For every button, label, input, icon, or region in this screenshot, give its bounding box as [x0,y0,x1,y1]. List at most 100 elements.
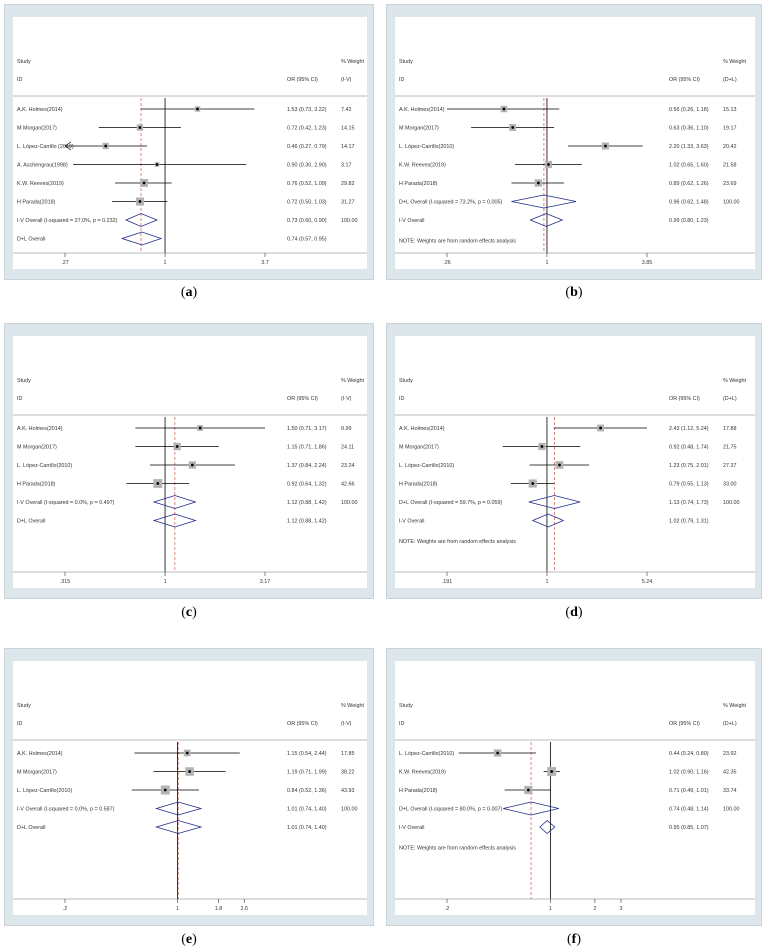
summary-or-ci: 0.95 (0.85, 1.07) [669,825,709,831]
x-tick-label: 3 [619,906,622,912]
study-or-ci: 0.84 (0.52, 1.36) [287,788,327,794]
study-name: A.K. Holmes(2014) [399,426,445,432]
summary-name: D+L Overall (I-squared = 59.7%, p = 0.05… [399,500,503,506]
summary-weight: 100.00 [341,500,358,506]
header-weight-type: (D+L) [723,77,737,83]
header-id: ID [399,396,404,402]
study-or-ci: 0.63 (0.36, 1.10) [669,126,709,132]
plot-area [13,17,367,269]
study-weight: 7.42 [341,107,352,113]
point-estimate [142,181,146,185]
study-weight: 43.93 [341,788,355,794]
x-tick-label: .2 [63,906,68,912]
forest-plot-svg: Study ID OR (95% CI) % Weight (I-V) A.K. Holm… [13,336,367,588]
study-or-ci: 1.23 (0.75, 2.01) [669,463,709,469]
study-or-ci: 2.20 (1.33, 3.63) [669,144,709,150]
point-estimate [175,445,179,448]
study-weight: 42.66 [341,482,355,488]
study-weight: 21.75 [723,445,737,451]
study-or-ci: 2.43 (1.12, 5.24) [669,426,709,432]
summary-diamond [155,820,203,834]
x-tick-label: 1 [545,260,548,266]
x-tick-label: 3.85 [642,260,653,266]
summary-or-ci: 0.74 (0.48, 1.14) [669,807,709,813]
header-id: ID [17,396,22,402]
point-estimate [138,200,142,203]
study-or-ci: 1.15 (0.54, 2.44) [287,751,327,757]
study-or-ci: 0.92 (0.64, 1.32) [287,482,327,488]
footnote: NOTE: Weights are from random effects an… [399,846,516,852]
study-weight: 23.92 [723,751,737,757]
study-or-ci: 1.15 (0.71, 1.86) [287,445,327,451]
summary-weight: 100.00 [723,200,740,206]
summary-name: D+L Overall (I-squared = 80.0%, p = 0.00… [399,807,503,813]
forest-plot-svg: Study ID OR (95% CI) % Weight (D+L) A.K. Holm… [395,17,755,269]
header-study: Study [399,378,413,384]
summary-or-ci: 1.01 (0.74, 1.40) [287,807,327,813]
summary-or-ci: 0.74 (0.57, 0.95) [287,237,327,243]
study-weight: 19.17 [723,126,737,132]
summary-diamond [529,213,564,227]
study-weight: 24.11 [341,445,354,451]
summary-or-ci: 1.02 (0.79, 1.31) [669,519,709,525]
summary-name: I-V Overall (I-squared = 27.0%, p = 0.23… [17,218,118,224]
summary-name: D+L Overall (I-squared = 73.2%, p = 0.00… [399,200,503,206]
study-name: L. López-Carrillo (2010) [17,144,74,150]
summary-diamond [528,495,581,509]
study-or-ci: 1.02 (0.65, 1.60) [669,163,709,169]
point-estimate [185,751,189,755]
point-estimate [599,426,602,430]
summary-or-ci: 0.96 (0.62, 1.48) [669,200,709,206]
summary-or-ci: 0.99 (0.80, 1.23) [669,218,709,224]
summary-name: I-V Overall (I-squared = 0.0%, p = 0.587… [17,807,115,813]
point-estimate [547,163,550,166]
point-estimate [550,770,554,773]
x-tick-label: 2.6 [240,906,248,912]
header-weight: % Weight [341,378,364,384]
x-tick-label: 5.24 [642,579,653,585]
study-name: A.K. Holmes(2014) [399,107,445,113]
x-tick-label: .315 [60,579,71,585]
study-weight: 20.42 [723,144,737,150]
summary-diamond [152,513,197,528]
study-or-ci: 0.92 (0.48, 1.74) [669,445,709,451]
study-weight: 29.82 [341,181,355,187]
forest-plot-panel-e: Study ID OR (95% CI) % Weight (I-V) A.K. Holm… [4,648,374,926]
point-estimate [511,126,515,129]
study-or-ci: 0.90 (0.30, 2.90) [287,163,327,169]
x-tick-label: 1.8 [215,906,223,912]
plot-area [395,17,755,269]
study-weight: 14.17 [341,144,355,150]
header-weight-type: (D+L) [723,721,737,727]
study-weight: 27.37 [723,463,737,469]
header-study: Study [399,59,413,65]
study-or-ci: 0.56 (0.26, 1.18) [669,107,709,113]
footnote: NOTE: Weights are from random effects an… [399,539,516,545]
study-name: M Morgan(2017) [17,770,57,776]
point-estimate [536,181,540,185]
point-estimate [190,463,194,467]
study-name: H Parada(2018) [399,181,438,187]
study-or-ci: 0.72 (0.42, 1.23) [287,126,327,132]
forest-plot-svg: Study ID OR (95% CI) % Weight (I-V) A.K. Holm… [13,17,367,269]
summary-weight: 100.00 [341,807,358,813]
header-id: ID [17,77,22,83]
study-or-ci: 0.71 (0.49, 1.01) [669,788,709,794]
study-name: A.K. Holmes(2014) [17,751,63,757]
summary-or-ci: 1.12 (0.88, 1.42) [287,500,327,506]
study-name: L. López-Carrillo(2010) [399,751,454,757]
panel-label-b: (b) [565,285,583,300]
plot-area [395,336,755,588]
x-tick-label: 1 [549,906,552,912]
study-name: H Parada(2018) [17,200,56,206]
header-study: Study [399,703,413,709]
study-or-ci: 0.44 (0.24, 0.80) [669,751,709,757]
point-estimate [156,482,160,485]
summary-diamond [503,801,559,816]
study-name: H Parada(2018) [17,482,56,488]
plot-area [395,661,755,915]
point-estimate [104,144,108,148]
summary-weight: 100.00 [341,218,358,224]
summary-name: D+L Overall [17,519,45,525]
header-weight-type: (I-V) [341,721,352,727]
